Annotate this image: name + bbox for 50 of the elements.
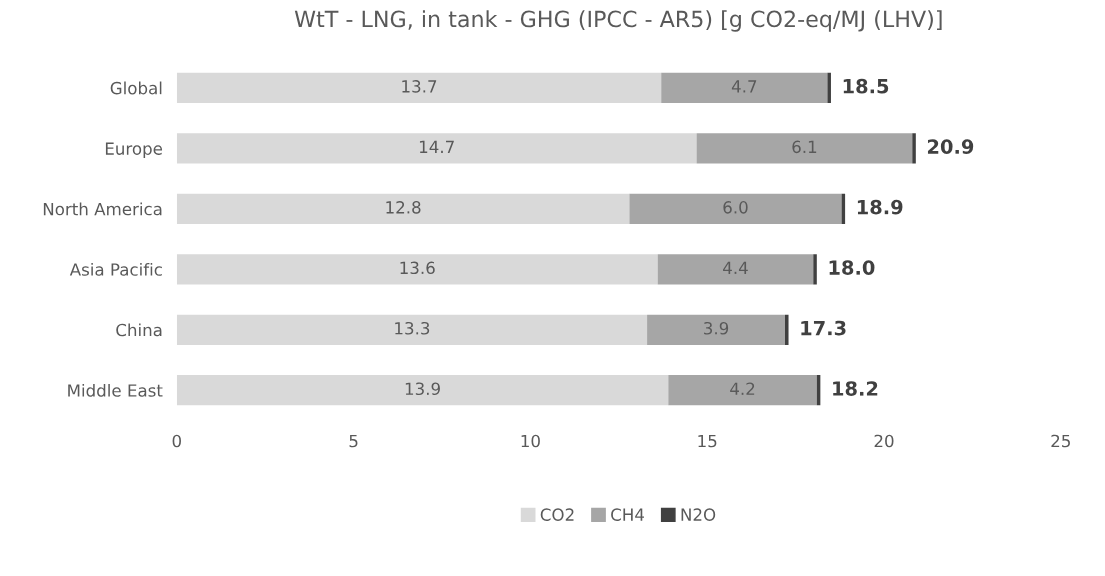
bar [647, 314, 785, 345]
total-label: 18.9 [857, 199, 903, 215]
x-tick-label: 10 [521, 434, 540, 448]
x-tick-label: 15 [698, 434, 717, 448]
legend-label: CO2 [540, 508, 574, 521]
data-label: 12.8 [386, 201, 421, 214]
total-label: 18.0 [829, 260, 875, 275]
data-label: 13.9 [405, 382, 440, 396]
data-label: 4.7 [731, 80, 757, 93]
chart-title: WtT - LNG, in tank - GHG (IPCC - AR5) [g CO2-eq/MJ (LHV)] [294, 10, 942, 32]
bar [176, 375, 669, 406]
bar [827, 72, 831, 103]
x-tick-label: 25 [1051, 434, 1070, 448]
bar [176, 314, 648, 345]
data-label: 14.7 [419, 140, 454, 153]
y-tick-label: China [116, 323, 162, 337]
data-label: 13.3 [395, 321, 430, 335]
total-label: 18.2 [833, 381, 878, 396]
bar [661, 72, 828, 103]
bar [813, 254, 817, 285]
data-label: 4.2 [730, 382, 755, 395]
bar [176, 72, 662, 103]
data-label: 3.9 [704, 321, 729, 335]
x-tick-label: 0 [172, 434, 181, 448]
bar [176, 254, 658, 285]
data-label: 13.7 [402, 80, 437, 93]
y-tick-label: Europe [105, 142, 163, 159]
bar [912, 133, 916, 164]
bar [629, 193, 842, 224]
bar [668, 375, 817, 406]
bar [176, 133, 697, 164]
total-label: 17.3 [801, 320, 846, 336]
bar [784, 314, 789, 345]
y-tick-label: Asia Pacific [69, 262, 162, 276]
y-tick-label: North America [43, 202, 162, 216]
data-label: 4.4 [723, 261, 748, 274]
data-label: 6.1 [792, 140, 817, 154]
bar [176, 193, 630, 224]
data-label: 13.6 [400, 261, 435, 275]
bar [696, 133, 913, 164]
total-label: 20.9 [927, 139, 974, 154]
legend-label: N2O [681, 508, 716, 521]
data-label: 6.0 [723, 201, 748, 214]
total-label: 18.5 [843, 78, 889, 94]
y-tick-label: Global [110, 81, 162, 95]
x-tick-label: 20 [874, 434, 894, 448]
legend-label: CH4 [611, 508, 644, 521]
y-tick-label: Middle East [68, 383, 163, 397]
bar [657, 254, 814, 285]
x-tick-label: 5 [349, 434, 358, 448]
